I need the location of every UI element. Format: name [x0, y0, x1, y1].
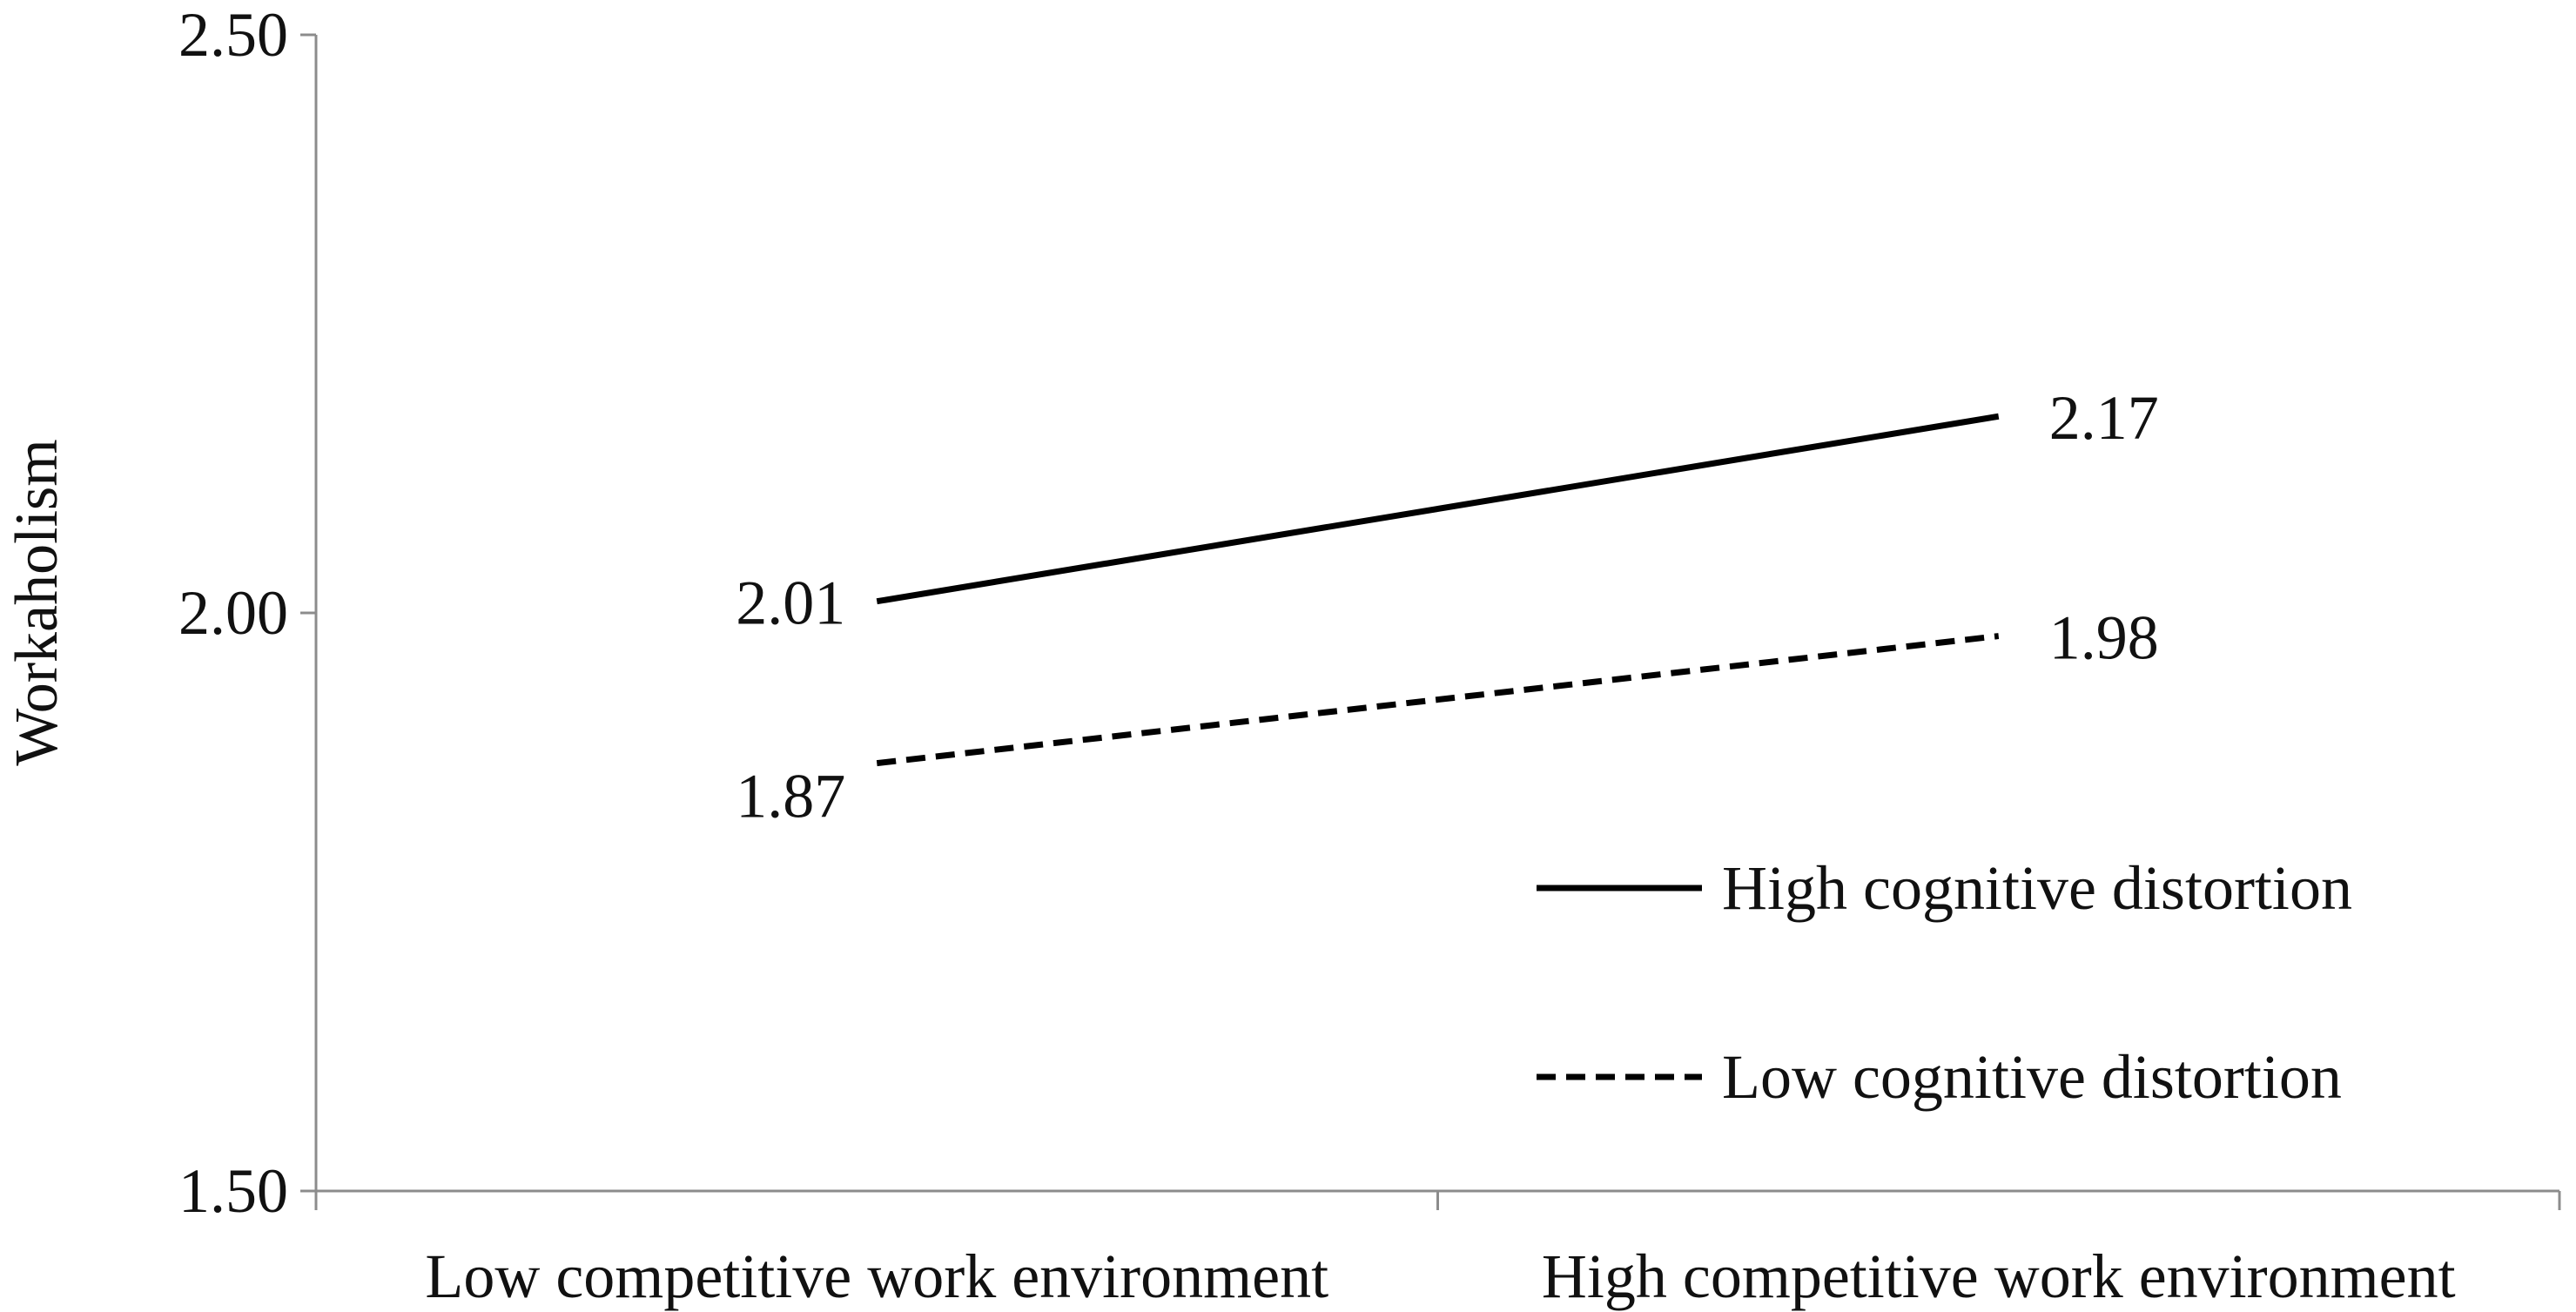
legend-label: Low cognitive distortion	[1722, 1042, 2342, 1112]
y-tick-label: 1.50	[178, 1156, 288, 1226]
x-category-label: High competitive work environment	[1542, 1241, 2456, 1311]
y-tick-label: 2.00	[178, 578, 288, 648]
legend-label: High cognitive distortion	[1722, 853, 2352, 923]
data-label: 2.17	[2049, 383, 2159, 453]
data-label: 1.98	[2049, 603, 2159, 673]
y-axis-title: Workaholism	[3, 439, 71, 765]
data-label: 2.01	[736, 569, 845, 638]
legend: High cognitive distortion Low cognitive d…	[1537, 853, 2352, 1112]
series-lines	[876, 413, 2000, 767]
axes: 1.50 2.00 2.50 Low competitive work environ…	[178, 0, 2561, 1311]
x-category-label: Low competitive work environment	[425, 1241, 1328, 1311]
series-line-high-cognitive-distortion	[876, 413, 2000, 605]
y-tick-label: 2.50	[178, 0, 288, 70]
data-label: 1.87	[736, 762, 845, 831]
series-line-low-cognitive-distortion	[876, 633, 2000, 767]
data-labels: 2.01 2.17 1.87 1.98	[736, 383, 2159, 831]
